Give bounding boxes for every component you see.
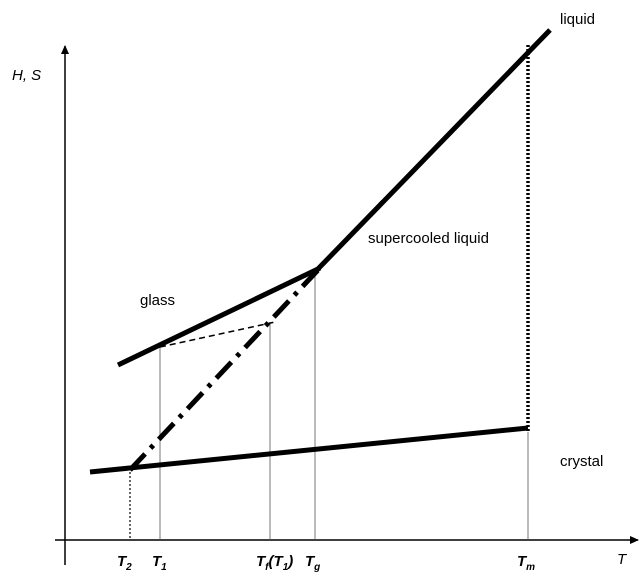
subscript: f [265, 562, 270, 573]
subscript: 1 [161, 562, 167, 573]
x-ticks: T2 T1 Tf(T1) Tg Tm [117, 553, 535, 573]
tick-text: T [117, 553, 128, 570]
x-tick-label: Tm [517, 553, 535, 573]
liquid-line [313, 28, 552, 274]
y-axis-label: H, S [12, 67, 41, 84]
subscript: 2 [125, 562, 132, 573]
tick-text: T [152, 553, 163, 570]
x-tick-label: Tf(T1) [256, 553, 293, 573]
x-tick-label: T2 [117, 553, 132, 573]
x-axis-label: T [617, 551, 628, 568]
subscript: m [526, 562, 535, 573]
tick-text: T [305, 553, 316, 570]
x-tick-label: Tg [305, 553, 320, 573]
tick-text: ) [286, 553, 293, 570]
tick-text: T [256, 553, 267, 570]
subscript: g [313, 562, 320, 573]
tick-text: T [517, 553, 528, 570]
glass-label: glass [140, 292, 175, 309]
subscript: 1 [283, 562, 289, 573]
supercooled-label: supercooled liquid [368, 230, 489, 247]
glass-line [116, 265, 322, 368]
crystal-label: crystal [560, 453, 603, 470]
liquid-label: liquid [560, 11, 595, 28]
crystal-line [89, 425, 529, 475]
tick-text: (T [269, 553, 285, 570]
glass-transition-line [128, 268, 320, 472]
x-tick-label: T1 [152, 553, 167, 573]
